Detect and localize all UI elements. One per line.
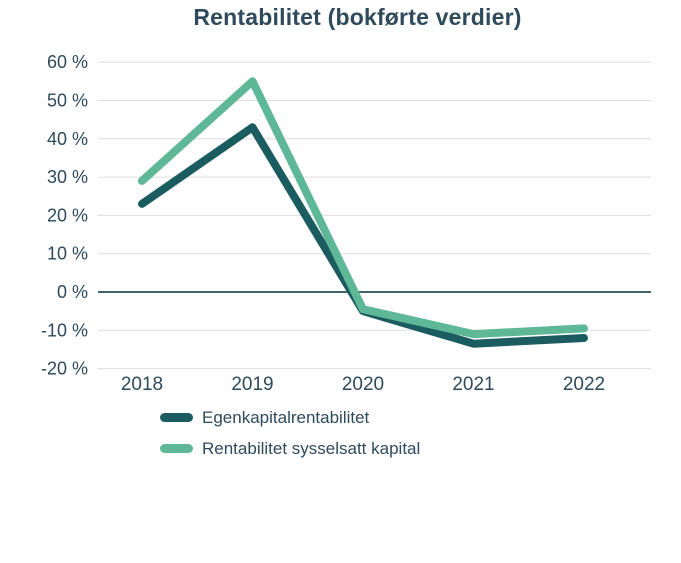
y-tick-label: -20 %: [41, 359, 88, 379]
legend-item: Egenkapitalrentabilitet: [160, 407, 420, 428]
x-tick-label: 2018: [121, 374, 163, 395]
x-tick-label: 2020: [342, 374, 384, 395]
y-tick-label: 40 %: [47, 129, 88, 149]
series-line-rentabilitet-sysselsatt-kapital: [138, 77, 588, 339]
y-tick-label: 60 %: [47, 52, 88, 72]
legend-label: Egenkapitalrentabilitet: [202, 408, 370, 427]
y-tick-label: 0 %: [57, 282, 88, 302]
y-tick-label: 10 %: [47, 244, 88, 264]
y-tick-label: 30 %: [47, 167, 88, 187]
y-tick-label: -10 %: [41, 320, 88, 340]
legend: Egenkapitalrentabilitet Rentabilitet syss…: [160, 407, 420, 459]
legend-label: Rentabilitet sysselsatt kapital: [202, 439, 421, 458]
y-tick-label: 50 %: [47, 91, 88, 111]
y-tick-label: 20 %: [47, 205, 88, 225]
legend-item: Rentabilitet sysselsatt kapital: [160, 438, 420, 459]
x-tick-label: 2021: [452, 374, 494, 395]
x-tick-label: 2022: [563, 374, 605, 395]
x-tick-label: 2019: [231, 374, 273, 395]
legend-swatch-icon: [160, 413, 193, 422]
legend-swatch-icon: [160, 444, 193, 453]
chart-title: Rentabilitet (bokførte verdier): [193, 4, 522, 30]
